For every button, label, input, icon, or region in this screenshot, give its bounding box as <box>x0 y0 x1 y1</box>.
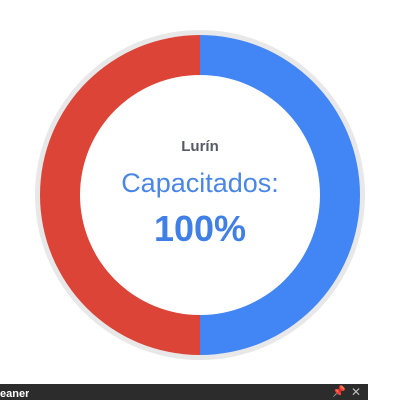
pin-icon[interactable]: 📌 <box>332 386 346 398</box>
toolbar-title: eaner <box>0 388 30 400</box>
bottom-toolbar: eaner 📌 ✕ <box>0 384 368 400</box>
close-icon[interactable]: ✕ <box>350 385 361 399</box>
donut-hole <box>80 75 320 315</box>
